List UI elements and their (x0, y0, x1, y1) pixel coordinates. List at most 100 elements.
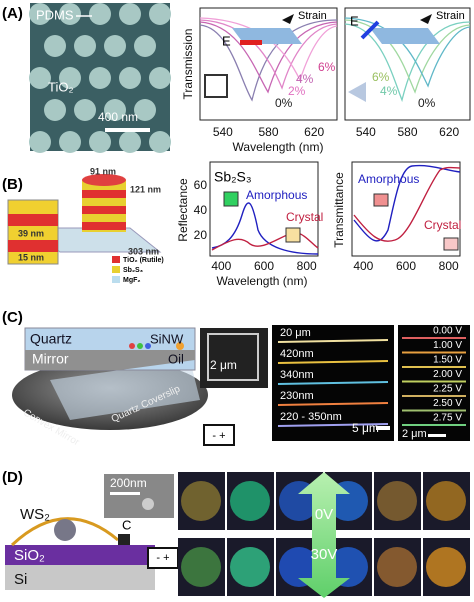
pillar (119, 67, 141, 89)
x-tick-label: 600 (396, 259, 416, 273)
arrow (348, 82, 366, 102)
legend-label: MgF₂ (123, 277, 141, 284)
scale-bar (105, 128, 150, 132)
pillar (104, 99, 126, 121)
dim-label: 303 nm (128, 246, 159, 256)
x-tick-label: 400 (353, 259, 373, 273)
battery-label: - + (212, 430, 225, 442)
pillar (134, 99, 156, 121)
scattering-spot (230, 547, 270, 587)
legend-swatch (112, 266, 120, 273)
diagram-label: Mirror (32, 351, 69, 367)
y-axis-label: Transmission (181, 29, 195, 100)
panel-label: (C) (2, 309, 23, 326)
wire-label: 230nm (280, 390, 314, 402)
strain-arrow (420, 14, 432, 24)
scattering-spot (230, 481, 270, 521)
pillar (149, 3, 171, 25)
nanowire (277, 339, 389, 343)
legend-swatch (112, 256, 120, 263)
layer (8, 214, 58, 226)
curve (211, 231, 319, 251)
curve-label: Amorphous (358, 172, 419, 186)
voltage-label: 2.75 V (433, 413, 462, 424)
y-axis-label: Transmittance (332, 172, 346, 248)
curve-label: 0% (275, 96, 293, 110)
pillar (104, 35, 126, 57)
contact (118, 534, 130, 545)
curve (199, 19, 338, 102)
coverslip (50, 360, 200, 420)
state-swatch (373, 193, 389, 207)
pillar (119, 131, 141, 153)
wire-label: 220 - 350nm (280, 411, 342, 423)
sample-sketch (370, 28, 440, 44)
contact-label: C (122, 517, 131, 532)
panel-label: (A) (2, 5, 23, 22)
scattering-spot (181, 481, 221, 521)
curve (199, 17, 338, 82)
x-tick-label: 540 (213, 125, 233, 139)
pillar (89, 3, 111, 25)
voltage-label: 0.00 V (433, 326, 462, 337)
battery-label: - + (156, 552, 169, 564)
curve-label: Crystal (286, 210, 323, 224)
scattering-spot (426, 547, 466, 587)
field-arrow (360, 20, 380, 40)
panel-label: (D) (2, 469, 23, 486)
strain-arrow (282, 14, 294, 24)
mirror-section (25, 350, 195, 370)
layer (8, 240, 58, 252)
curve (211, 202, 319, 255)
x-tick-label: 620 (439, 125, 459, 139)
field-label: E (222, 33, 231, 48)
pillar (89, 131, 111, 153)
curve-label: 4% (380, 84, 398, 98)
image-label: PDMS (36, 7, 74, 22)
x-axis-label: Wavelength (nm) (233, 140, 324, 154)
dim-label: 39 nm (18, 228, 44, 238)
sio2-layer (5, 545, 155, 565)
scale-bar (428, 434, 446, 437)
pillar (29, 67, 51, 89)
nanowire (277, 423, 389, 427)
x-tick-label: 540 (356, 125, 376, 139)
scattering-spot (426, 481, 466, 521)
ring (207, 333, 259, 381)
curve (344, 21, 471, 103)
material-label: SiO₂ (14, 547, 45, 564)
scale-label: 200nm (110, 476, 147, 490)
pillar (134, 35, 156, 57)
diagram-label: Quartz (30, 331, 72, 347)
field-label: E (98, 532, 106, 546)
voltage-label: 30V (311, 546, 338, 563)
voltage-label: 2.50 V (433, 398, 462, 409)
plot-frame (199, 7, 338, 121)
wire-label: 340nm (280, 369, 314, 381)
voltage-label: 1.50 V (433, 355, 462, 366)
curve-label: Crystal (424, 218, 461, 232)
pillar (59, 131, 81, 153)
voltage-label: 2.25 V (433, 384, 462, 395)
wire-label: 420nm (280, 348, 314, 360)
y-tick-label: 40 (194, 203, 208, 217)
state-swatch (443, 237, 459, 251)
pillar (74, 35, 96, 57)
legend-label: Sb₂S₃ (123, 267, 143, 274)
pillar (89, 67, 111, 89)
voltage-label: 2.00 V (433, 369, 462, 380)
x-tick-label: 800 (297, 259, 317, 273)
layer (82, 222, 126, 230)
scattering-spot (181, 547, 221, 587)
x-tick-label: 580 (258, 125, 278, 139)
plot-frame (351, 161, 461, 257)
scattering-spot (377, 481, 417, 521)
curve-label: 0% (418, 96, 436, 110)
x-axis-label: Wavelength (nm) (217, 274, 308, 288)
voltage-strip (398, 325, 470, 441)
pillar (44, 35, 66, 57)
scattering-spot (328, 547, 368, 587)
pillar (149, 67, 171, 89)
layer (82, 190, 126, 198)
